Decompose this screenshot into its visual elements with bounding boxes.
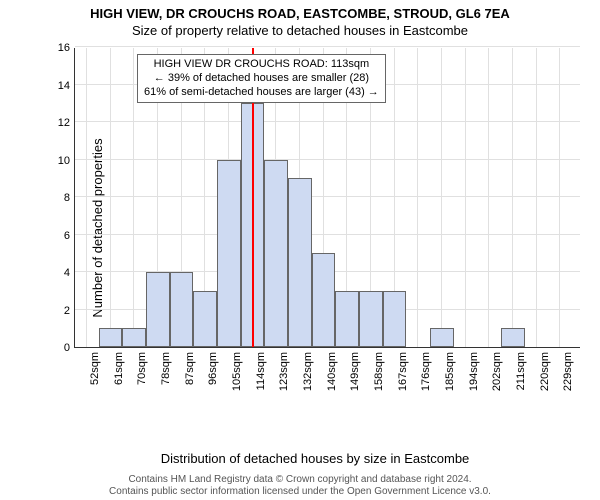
x-tick-label: 87sqm [184,352,196,402]
x-tick-label: 194sqm [468,352,480,402]
histogram-bar [383,291,407,347]
histogram-bar [312,253,336,347]
annotation-line: ← 39% of detached houses are smaller (28… [144,72,379,86]
y-tick-label: 10 [54,155,70,167]
histogram-bar [264,160,288,348]
x-tick-label: 211sqm [515,352,527,402]
gridline-h [75,121,580,122]
gridline-h [75,46,580,47]
gridline-v [86,48,87,347]
x-tick-label: 70sqm [136,352,148,402]
footer-line2: Contains public sector information licen… [0,486,600,498]
histogram-bar [170,272,194,347]
gridline-v [417,48,418,347]
x-tick-label: 185sqm [444,352,456,402]
x-tick-label: 229sqm [562,352,574,402]
x-tick-label: 105sqm [231,352,243,402]
gridline-h [75,196,580,197]
x-axis-label: Distribution of detached houses by size … [50,451,580,466]
x-tick-label: 149sqm [349,352,361,402]
y-tick-label: 0 [54,342,70,354]
x-tick-label: 96sqm [207,352,219,402]
gridline-v [536,48,537,347]
annotation-line: 61% of semi-detached houses are larger (… [144,86,379,100]
y-tick-label: 6 [54,230,70,242]
title-subtitle: Size of property relative to detached ho… [0,21,600,42]
histogram-bar [335,291,359,347]
histogram-bar [501,328,525,347]
annotation-box: HIGH VIEW DR CROUCHS ROAD: 113sqm← 39% o… [137,54,386,103]
x-tick-label: 220sqm [539,352,551,402]
histogram-bar [122,328,146,347]
gridline-v [465,48,466,347]
x-tick-label: 52sqm [89,352,101,402]
gridline-h [75,159,580,160]
title-address: HIGH VIEW, DR CROUCHS ROAD, EASTCOMBE, S… [0,0,600,21]
gridline-v [488,48,489,347]
gridline-v [133,48,134,347]
histogram-bar [99,328,123,347]
x-tick-label: 167sqm [397,352,409,402]
histogram-bar [217,160,241,348]
y-tick-label: 12 [54,117,70,129]
gridline-v [110,48,111,347]
y-tick-label: 4 [54,267,70,279]
gridline-h [75,234,580,235]
footer-attribution: Contains HM Land Registry data © Crown c… [0,474,600,498]
histogram-bar [146,272,170,347]
y-tick-label: 8 [54,192,70,204]
plot-area: HIGH VIEW DR CROUCHS ROAD: 113sqm← 39% o… [74,48,580,348]
gridline-v [559,48,560,347]
histogram-bar [288,178,312,347]
x-tick-label: 123sqm [278,352,290,402]
y-tick-label: 2 [54,305,70,317]
histogram-bar [359,291,383,347]
x-tick-label: 114sqm [255,352,267,402]
x-tick-label: 61sqm [113,352,125,402]
x-tick-label: 176sqm [420,352,432,402]
chart-container: Number of detached properties HIGH VIEW … [50,48,580,408]
x-tick-label: 78sqm [160,352,172,402]
x-tick-label: 158sqm [373,352,385,402]
x-tick-label: 202sqm [491,352,503,402]
annotation-line: HIGH VIEW DR CROUCHS ROAD: 113sqm [144,58,379,72]
footer-line1: Contains HM Land Registry data © Crown c… [0,474,600,486]
x-tick-label: 132sqm [302,352,314,402]
y-tick-label: 14 [54,80,70,92]
histogram-bar [430,328,454,347]
y-tick-label: 16 [54,42,70,54]
histogram-bar [193,291,217,347]
x-tick-label: 140sqm [326,352,338,402]
gridline-v [441,48,442,347]
gridline-v [512,48,513,347]
